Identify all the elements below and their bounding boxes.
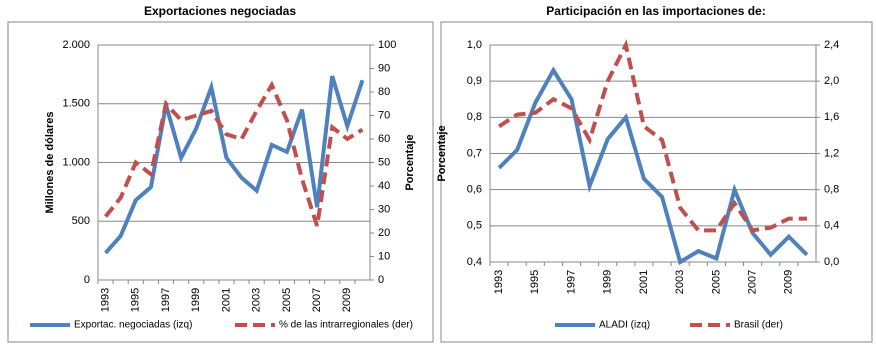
x-tick-label: 2001 — [220, 288, 232, 312]
y2-tick-label: 2,0 — [824, 75, 839, 87]
y-tick-label: 2.000 — [62, 39, 90, 51]
y-axis-label: Porcentaje — [436, 125, 448, 181]
y2-tick-label: 10 — [378, 250, 390, 262]
x-tick-label: 2007 — [311, 288, 323, 312]
x-tick-label: 2009 — [341, 288, 353, 312]
series-line — [104, 75, 365, 255]
y2-tick-label: 30 — [378, 203, 390, 215]
y2-tick-label: 0,8 — [824, 184, 839, 196]
y-tick-label: 0 — [84, 274, 90, 286]
y2-tick-label: 20 — [378, 227, 390, 239]
series-line — [103, 80, 364, 227]
y-tick-label: 0,6 — [467, 184, 482, 196]
legend-label: Brasil (der) — [734, 320, 783, 331]
y-tick-label: 500 — [72, 215, 90, 227]
y-tick-label: 0,8 — [467, 111, 482, 123]
chart-title: Exportaciones negociadas — [144, 4, 296, 18]
y-tick-label: 0,5 — [467, 220, 482, 232]
y2-tick-label: 50 — [378, 156, 390, 168]
y-tick-label: 1,0 — [467, 39, 482, 51]
x-tick-label: 2001 — [638, 270, 650, 294]
x-tick-label: 1999 — [602, 270, 614, 294]
x-tick-label: 1993 — [493, 270, 505, 294]
panel-frame — [440, 21, 873, 343]
y2-tick-label: 70 — [378, 109, 390, 121]
y2-tick-label: 1,2 — [824, 147, 839, 159]
y2-axis-label: Porcentaje — [404, 134, 416, 190]
x-tick-label: 2003 — [251, 288, 263, 312]
y-axis-label: Millones de dólares — [44, 111, 56, 213]
y2-tick-label: 100 — [378, 39, 396, 51]
x-tick-label: 1993 — [99, 288, 111, 312]
x-tick-label: 2009 — [783, 270, 795, 294]
y2-tick-label: 0,0 — [824, 256, 839, 268]
panel-frame — [7, 21, 434, 343]
y2-tick-label: 90 — [378, 62, 390, 74]
x-tick-label: 1995 — [130, 288, 142, 312]
y2-tick-label: 2,4 — [824, 39, 839, 51]
legend-label: Exportac. negociadas (izq) — [74, 320, 192, 331]
series-line — [497, 39, 807, 233]
x-tick-label: 2007 — [747, 270, 759, 294]
y-tick-label: 0,7 — [467, 147, 482, 159]
y2-tick-label: 0 — [378, 274, 384, 286]
y2-tick-label: 1,6 — [824, 111, 839, 123]
x-tick-label: 1997 — [565, 270, 577, 294]
y-tick-label: 1.000 — [62, 156, 90, 168]
legend-label: % de las intrarregionales (der) — [279, 320, 413, 331]
legend-label: ALADI (izq) — [599, 320, 650, 331]
y-tick-label: 0,9 — [467, 75, 482, 87]
y-tick-label: 0,4 — [467, 256, 482, 268]
series-line — [497, 66, 809, 266]
x-tick-label: 2003 — [674, 270, 686, 294]
y2-tick-label: 40 — [378, 180, 390, 192]
y-tick-label: 1.500 — [62, 98, 90, 110]
x-tick-label: 1999 — [190, 288, 202, 312]
x-tick-label: 1997 — [160, 288, 172, 312]
x-tick-label: 2005 — [281, 288, 293, 312]
y2-tick-label: 60 — [378, 133, 390, 145]
x-tick-label: 1995 — [529, 270, 541, 294]
x-tick-label: 2005 — [710, 270, 722, 294]
chart-title: Participación en las importaciones de: — [546, 4, 765, 18]
y2-tick-label: 80 — [378, 86, 390, 98]
y2-tick-label: 0,4 — [824, 220, 839, 232]
